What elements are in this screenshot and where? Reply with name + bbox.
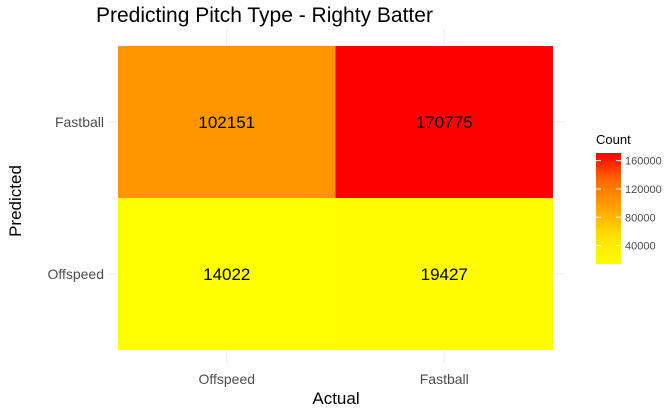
- cell-value-label: 19427: [421, 265, 468, 284]
- cell-value-label: 170775: [416, 113, 473, 132]
- legend-tick-label: 40000: [625, 241, 656, 253]
- legend-colorbar: [596, 153, 621, 264]
- cell-value-label: 102151: [198, 113, 255, 132]
- legend-tick-label: 160000: [625, 156, 662, 168]
- legend-tick-label: 120000: [625, 184, 662, 196]
- y-tick-label: Offspeed: [47, 266, 104, 282]
- x-tick-label: Offspeed: [198, 371, 255, 387]
- heatmap-cell: [118, 46, 336, 198]
- cell-labels: 102151 170775 14022 19427: [198, 113, 472, 284]
- heatmap-cell: [335, 46, 553, 198]
- y-axis-ticks: Offspeed Fastball: [47, 114, 104, 282]
- y-tick-label: Fastball: [55, 114, 104, 130]
- heatmap-cells: [118, 46, 553, 350]
- x-axis-title: Actual: [312, 389, 359, 408]
- heatmap-cell: [118, 198, 336, 350]
- legend-tick-label: 80000: [625, 212, 656, 224]
- heatmap-cell: [335, 198, 553, 350]
- color-legend: Count 40000 80000 120000 160000: [596, 132, 662, 264]
- legend-title: Count: [596, 132, 631, 147]
- x-axis-ticks: Offspeed Fastball: [198, 371, 468, 387]
- cell-value-label: 14022: [203, 265, 250, 284]
- y-axis-title: Predicted: [6, 165, 25, 237]
- legend-ticks: 40000 80000 120000 160000: [596, 156, 662, 253]
- x-tick-label: Fastball: [420, 371, 469, 387]
- chart-title: Predicting Pitch Type - Righty Batter: [96, 4, 433, 27]
